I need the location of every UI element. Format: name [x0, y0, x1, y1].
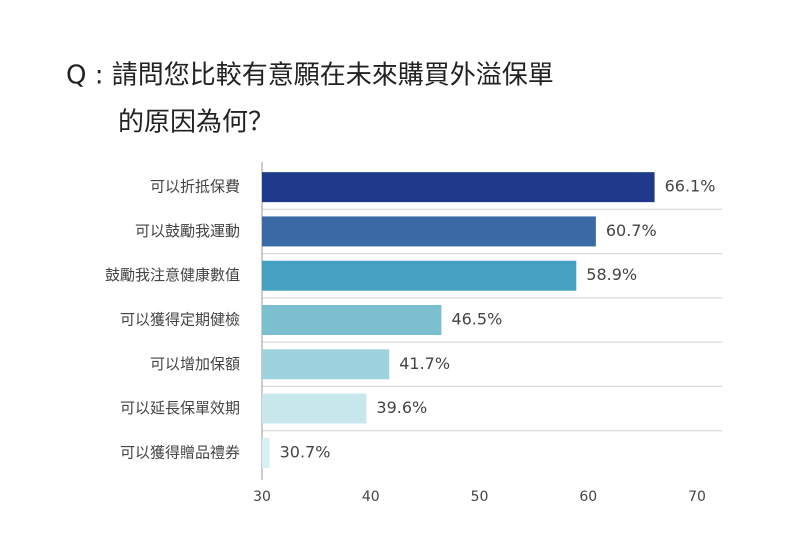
category-label: 可以獲得贈品禮券 [120, 443, 240, 461]
category-label: 可以獲得定期健檢 [120, 311, 240, 329]
x-tick-label: 40 [362, 489, 380, 505]
value-label: 46.5% [451, 310, 502, 329]
x-tick-label: 50 [471, 489, 489, 505]
bar [262, 437, 270, 468]
bar [262, 216, 596, 247]
bar [262, 260, 577, 291]
value-label: 41.7% [399, 354, 450, 373]
bar [262, 305, 442, 335]
value-label: 66.1% [665, 177, 716, 196]
value-label: 58.9% [586, 265, 637, 284]
category-label: 可以鼓勵我運動 [135, 222, 240, 240]
x-tick-label: 30 [253, 489, 271, 505]
category-label: 可以延長保單效期 [120, 399, 240, 417]
value-label: 30.7% [280, 442, 331, 461]
chart-title: Q : 請問您比較有意願在未來購買外溢保單 [66, 61, 554, 91]
x-tick-label: 60 [579, 489, 597, 505]
category-label: 鼓勵我注意健康數值 [105, 266, 240, 284]
category-label: 可以折抵保費 [150, 178, 240, 196]
value-label: 39.6% [376, 398, 427, 417]
category-label: 可以增加保額 [150, 355, 240, 373]
bar [262, 393, 367, 424]
bar [262, 172, 655, 203]
x-tick-label: 70 [688, 489, 706, 505]
bar [262, 349, 390, 380]
value-label: 60.7% [606, 221, 657, 240]
chart-title: 的原因為何？ [118, 108, 274, 138]
